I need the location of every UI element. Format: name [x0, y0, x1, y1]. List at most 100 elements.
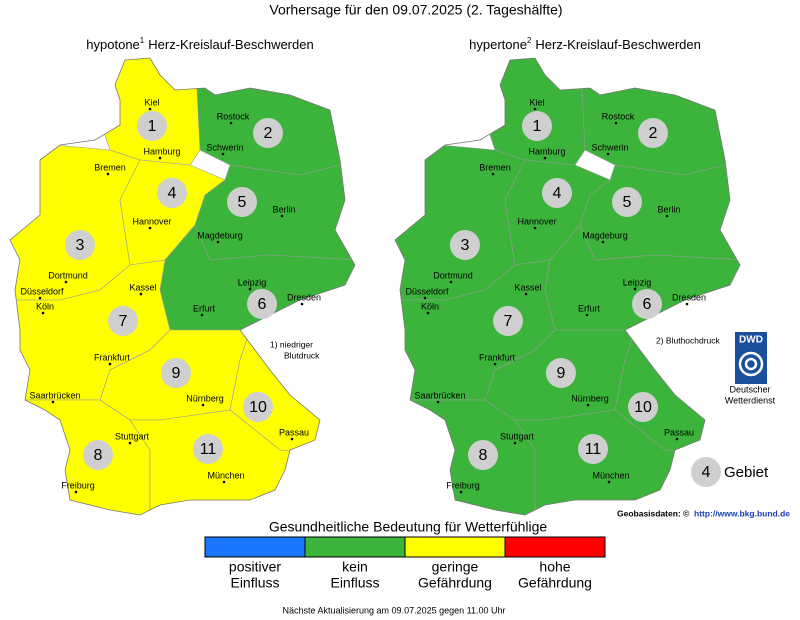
region-marker [65, 230, 95, 260]
region-marker [83, 440, 113, 470]
logo-swirl [744, 357, 758, 371]
city-label: Erfurt [193, 303, 216, 313]
region-marker [108, 306, 138, 336]
map-title-text: hypertone [469, 37, 527, 52]
city-dot [222, 480, 226, 484]
map-title: hypotone1 Herz-Kreislauf-Beschwerden [86, 36, 313, 52]
city-label: Magdeburg [197, 230, 243, 240]
key-label: Gebiet [724, 464, 769, 481]
region-number: 2 [264, 125, 273, 142]
region-number: 5 [623, 194, 632, 211]
logo-line: Deutscher [729, 384, 770, 394]
city-label: Dresden [672, 292, 706, 302]
city-dot [280, 214, 284, 218]
city-label: Hannover [517, 216, 556, 226]
city-dot [423, 296, 427, 300]
footnote: 1) niedriger [270, 339, 313, 349]
city-label: Kassel [514, 282, 541, 292]
region [129, 409, 355, 515]
region-marker [638, 118, 668, 148]
city-label: Stuttgart [115, 431, 150, 441]
city-label: Rostock [217, 111, 250, 121]
city-label: Hamburg [528, 146, 565, 156]
map-title: hypertone2 Herz-Kreislauf-Beschwerden [469, 36, 701, 52]
city-dot [685, 302, 689, 306]
city-dot [148, 107, 152, 111]
city-dot [64, 280, 68, 284]
legend-swatch [504, 536, 606, 558]
city-dot [216, 240, 220, 244]
city-dot [524, 292, 528, 296]
region-marker [542, 178, 572, 208]
city-label: Dortmund [433, 270, 473, 280]
regions [395, 58, 740, 515]
city-dot [607, 480, 611, 484]
legend: positiverEinflusskeinEinflussgeringeGefä… [204, 536, 606, 591]
city-dot [148, 226, 152, 230]
city-dot [543, 156, 547, 160]
city-label: München [592, 470, 629, 480]
region-marker [578, 434, 608, 464]
region-marker [450, 230, 480, 260]
country-outline [394, 57, 741, 516]
region-number: 1 [148, 118, 157, 135]
city-label: Bremen [479, 162, 511, 172]
region-number: 4 [168, 185, 177, 202]
city-dot [108, 362, 112, 366]
logo-swirl [738, 351, 764, 377]
city-dot [614, 121, 618, 125]
region-marker [227, 187, 257, 217]
city-dot [665, 214, 669, 218]
city-dot [633, 287, 637, 291]
city-dot [449, 280, 453, 284]
city-dot [426, 311, 430, 315]
map-title-sup: 2 [527, 36, 532, 45]
city-dot [436, 400, 440, 404]
region-marker [628, 392, 658, 422]
city-dot [200, 313, 204, 317]
city-label: Saarbrücken [414, 390, 465, 400]
region-marker [193, 434, 223, 464]
city-dot [675, 437, 679, 441]
logo: DWD Deutscher Wetterdienst [725, 332, 776, 405]
city-label: Schwerin [591, 142, 628, 152]
region-number: 7 [119, 313, 128, 330]
city-label: Frankfurt [479, 352, 516, 362]
source-link[interactable]: http://www.bkg.bund.de [694, 508, 790, 518]
region-number: 8 [479, 447, 488, 464]
city-dot [601, 240, 605, 244]
city-dot [300, 302, 304, 306]
region-marker [161, 358, 191, 388]
map: hypertone2 Herz-Kreislauf-BeschwerdenKiel… [394, 36, 741, 516]
map: hypotone1 Herz-Kreislauf-BeschwerdenKielH… [9, 36, 356, 516]
city-dot [493, 362, 497, 366]
city-dot [585, 313, 589, 317]
region-marker [157, 178, 187, 208]
footer: Nächste Aktualisierung am 09.07.2025 geg… [283, 605, 506, 615]
city-dot [128, 441, 132, 445]
city-dot [459, 490, 463, 494]
legend-swatch [304, 536, 406, 558]
city-dot [41, 311, 45, 315]
region-number: 4 [553, 185, 562, 202]
city-label: Passau [664, 427, 694, 437]
legend-title: Gesundheitliche Bedeutung für Wetterfühl… [269, 519, 548, 535]
city-label: Saarbrücken [29, 390, 80, 400]
city-label: Leipzig [623, 277, 652, 287]
city-label: Magdeburg [582, 230, 628, 240]
city-label: Düsseldorf [405, 286, 449, 296]
city-label: Köln [421, 301, 439, 311]
city-label: Berlin [657, 204, 680, 214]
key-circle [691, 457, 721, 487]
region-marker [247, 289, 277, 319]
city-label: Frankfurt [94, 352, 131, 362]
region-marker [137, 111, 167, 141]
region-number: 11 [200, 441, 217, 458]
city-dot [74, 490, 78, 494]
region-number: 6 [643, 296, 652, 313]
footnote: 2) Bluthochdruck [656, 335, 721, 345]
country-outline [9, 57, 356, 516]
region-marker [468, 440, 498, 470]
city-label: Bremen [94, 162, 126, 172]
region-number: 2 [649, 125, 658, 142]
